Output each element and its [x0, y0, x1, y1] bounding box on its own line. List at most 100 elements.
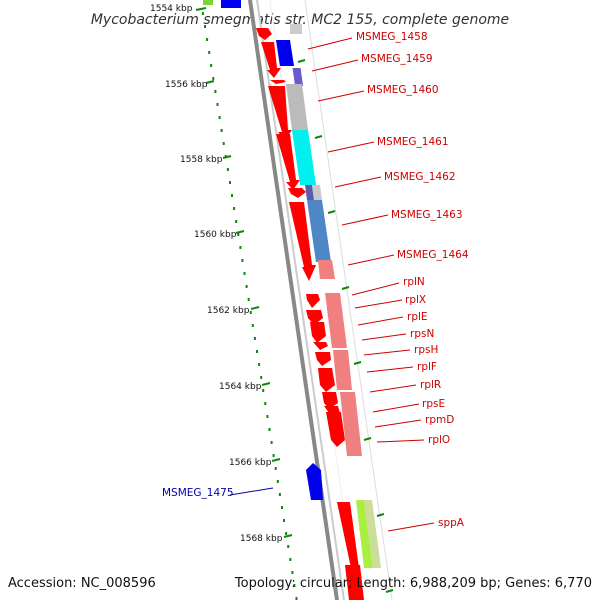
gene-label: rplX	[405, 294, 426, 306]
gc-dot	[239, 246, 242, 249]
cds-arrow	[270, 80, 286, 84]
gc-dot	[249, 311, 252, 314]
map-title: Mycobacterium smegmatis str. MC2 155, co…	[91, 12, 509, 28]
gene-label: rplO	[428, 434, 450, 446]
forward-cds-track	[256, 28, 364, 600]
gene-label: rpmD	[425, 414, 454, 426]
cds-arrow	[306, 310, 323, 325]
gene-label: MSMEG_1460	[367, 84, 439, 96]
cog-block	[318, 260, 335, 279]
gene-label: MSMEG_1462	[384, 171, 456, 183]
gc-dot	[233, 207, 236, 210]
cds-arrow	[268, 86, 292, 140]
gc-dot	[278, 493, 281, 496]
outer-track-markers	[297, 59, 394, 593]
gene-label: rplN	[403, 276, 425, 288]
gc-dot	[201, 12, 204, 15]
cds-arrow	[315, 352, 331, 366]
cog-block	[356, 500, 373, 568]
cog-block	[340, 392, 362, 456]
kbp-ticks: 1554 kbp 1556 kbp 1558 kbp 1560 kbp 1562…	[150, 4, 293, 544]
gc-dot	[235, 220, 238, 223]
cog-block	[292, 130, 316, 185]
cds-arrow	[288, 188, 306, 198]
reverse-cds-track	[276, 40, 323, 500]
gc-dot	[268, 428, 271, 431]
cds-arrow	[337, 502, 359, 568]
gc-dot	[216, 103, 219, 106]
cds-arrow	[276, 134, 300, 190]
tick-label: 1560 kbp	[194, 230, 237, 240]
gc-dot	[204, 25, 206, 28]
gc-dot	[287, 545, 290, 548]
tick-mark	[261, 382, 271, 386]
tick-mark	[205, 80, 215, 84]
tick-mark	[271, 458, 281, 462]
gc-dot	[270, 441, 273, 444]
function-color-track	[286, 68, 381, 568]
tick-label: 1554 kbp	[150, 4, 193, 14]
tick-label: 1568 kbp	[240, 534, 283, 544]
tick-mark	[250, 306, 260, 310]
gene-label: MSMEG_1463	[391, 209, 463, 221]
cds-arrow	[276, 40, 294, 66]
cog-block	[307, 200, 331, 262]
gc-dot	[253, 337, 256, 340]
cog-block	[286, 84, 308, 130]
cog-block	[312, 185, 322, 200]
gc-dot	[210, 64, 213, 67]
cds-arrow	[306, 294, 320, 308]
gene-label: MSMEG_1475	[162, 487, 234, 499]
gc-dot	[285, 532, 288, 535]
tick-label: 1558 kbp	[180, 155, 223, 165]
gc-dot	[281, 506, 283, 509]
cds-arrow	[326, 412, 345, 447]
cds-arrow	[345, 565, 364, 600]
gc-dot	[258, 363, 261, 366]
gene-label: rplE	[407, 311, 428, 323]
gc-dot	[208, 51, 211, 54]
accession-text: Accession: NC_008596	[8, 576, 156, 591]
cds-arrow	[289, 202, 316, 281]
label-leader-lines	[229, 37, 435, 532]
gc-dot	[272, 454, 275, 457]
gc-dot	[241, 259, 244, 262]
tick-mark	[222, 155, 232, 159]
tick-label: 1562 kbp	[207, 306, 250, 316]
cog-block	[333, 350, 352, 390]
gc-dot	[251, 324, 254, 327]
gc-dot	[220, 129, 223, 132]
tick-label: 1556 kbp	[165, 80, 208, 90]
gc-dot	[229, 181, 231, 184]
cog-block	[364, 500, 381, 568]
tick-mark	[283, 534, 293, 538]
gene-labels: MSMEG_1458 MSMEG_1459 MSMEG_1460 MSMEG_1…	[162, 31, 469, 529]
cog-block	[325, 293, 347, 348]
gene-label: MSMEG_1464	[397, 249, 469, 261]
gc-dot	[231, 194, 233, 197]
gene-label: MSMEG_1459	[361, 53, 433, 65]
gc-dot	[260, 376, 263, 379]
gene-label: sppA	[438, 517, 465, 529]
gc-dot	[218, 116, 221, 119]
gc-dot	[276, 480, 279, 483]
gc-dot	[262, 389, 265, 392]
gc-dot	[237, 233, 240, 236]
cds-arrow	[310, 322, 326, 343]
tick-mark	[235, 230, 245, 234]
gc-dot	[247, 298, 250, 301]
gene-label: rpsH	[414, 344, 438, 356]
gc-dot	[222, 142, 225, 145]
gc-dot	[206, 38, 209, 41]
gene-label: MSMEG_1461	[377, 136, 449, 148]
gc-dot	[212, 77, 215, 80]
tick-label: 1566 kbp	[229, 458, 272, 468]
gc-dot	[243, 272, 246, 275]
cds-arrow	[256, 28, 272, 40]
top-feature-fragments	[203, 0, 302, 34]
gc-dot	[289, 558, 292, 561]
gc-dot	[245, 285, 248, 288]
gc-dot	[295, 597, 298, 600]
gc-dot	[226, 168, 229, 171]
